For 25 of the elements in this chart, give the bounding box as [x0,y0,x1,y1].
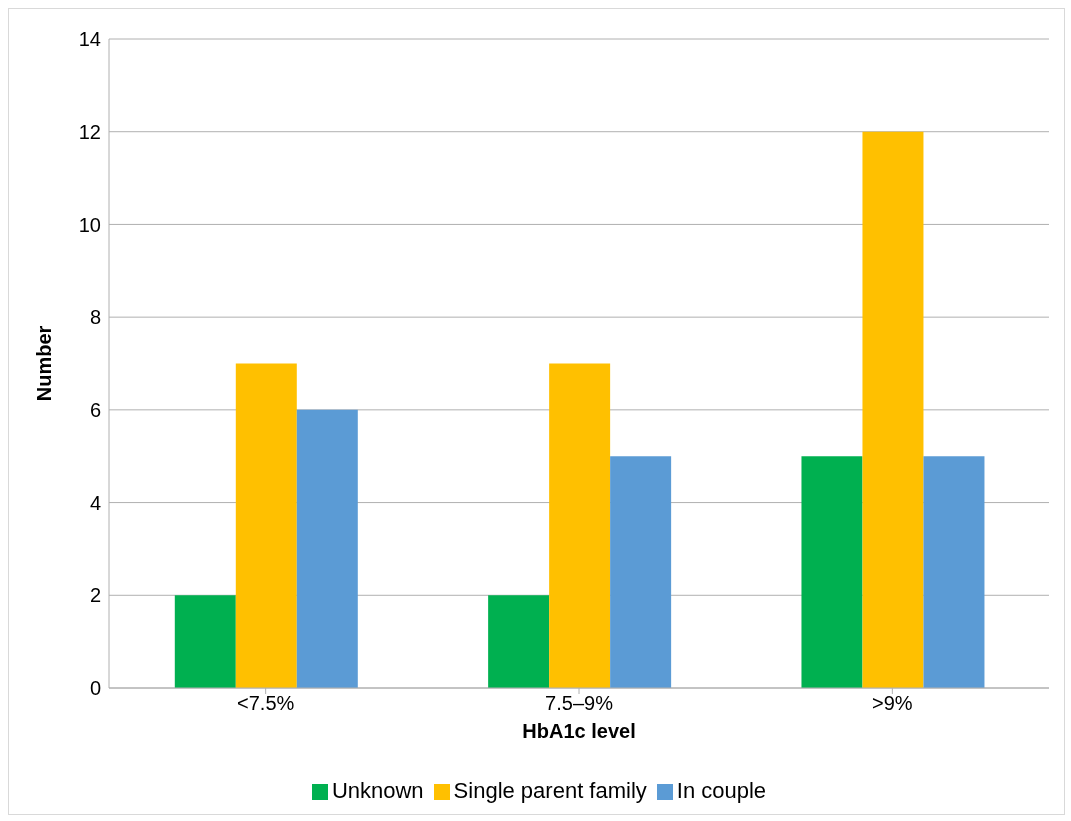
legend-label: In couple [676,778,767,803]
y-tick-label: 12 [78,120,101,143]
y-axis-title: Number [33,325,56,402]
x-tick-label: 7.5–9% [545,692,614,715]
x-axis-title: HbA1c level [522,720,636,742]
bar [862,131,924,688]
y-tick-label: 8 [89,306,101,329]
legend-label: Single parent family [453,778,647,803]
x-tick-label: <7.5% [237,692,295,715]
y-tick-label: 2 [89,584,101,607]
legend-label: Unknown [331,778,424,803]
bar [174,595,236,688]
y-tick-label: 4 [89,491,101,514]
y-tick-label: 10 [78,213,101,236]
x-tick-label: >9% [872,692,913,715]
bar [610,456,672,688]
bar [296,409,358,688]
y-tick-label: 6 [89,398,101,421]
bar [488,595,550,688]
bar [923,456,985,688]
bar [801,456,863,688]
bar [549,363,611,688]
bar [235,363,297,688]
y-tick-label: 14 [78,28,101,51]
y-tick-label: 0 [89,677,101,700]
